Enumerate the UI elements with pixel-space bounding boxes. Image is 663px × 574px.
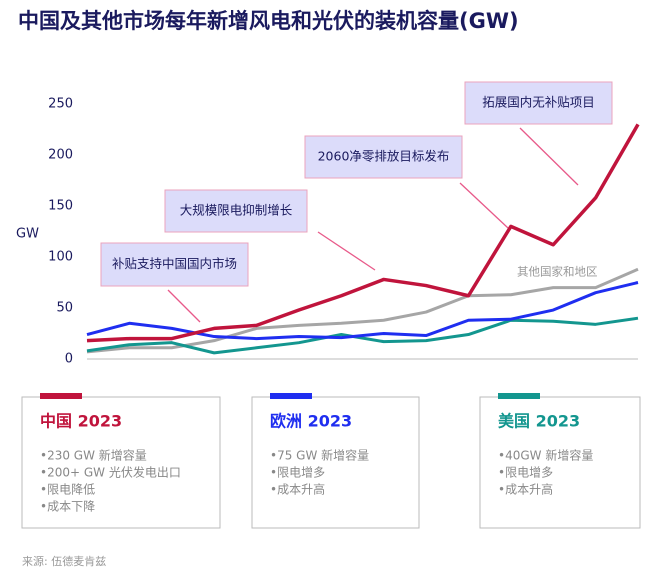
annotation-text: 拓展国内无补贴项目: [482, 95, 595, 110]
series-line: [86, 316, 639, 355]
series-label: 其他国家和地区: [517, 265, 598, 279]
annotation-connector: [317, 231, 376, 271]
card-item: •限电增多: [498, 466, 553, 480]
annotation-box: [100, 242, 249, 287]
y-tick-label: 100: [48, 250, 73, 265]
annotation-box: [464, 81, 613, 125]
card-item: •成本升高: [270, 482, 325, 497]
y-axis-label: GW: [16, 227, 39, 242]
y-tick-label: 250: [48, 97, 73, 112]
card-item: •75 GW 新增容量: [270, 448, 369, 463]
annotation-text: 2060净零排放目标发布: [318, 149, 450, 164]
card-title: 中国 2023: [40, 412, 122, 431]
card: [479, 396, 641, 529]
card: [251, 396, 420, 529]
annotation-box: [304, 135, 463, 179]
y-tick-label: 200: [48, 148, 73, 163]
series-line: [86, 267, 639, 354]
card-accent: [270, 393, 312, 399]
y-tick-label: 50: [56, 301, 73, 316]
card-item: •限电降低: [40, 483, 95, 497]
card-accent: [498, 393, 540, 399]
annotation-box: [164, 189, 308, 233]
card-item: •限电增多: [270, 466, 325, 480]
card-accent: [40, 393, 82, 399]
card-title: 美国 2023: [498, 412, 580, 431]
annotation-connector: [519, 127, 579, 186]
annotation-connector: [167, 289, 201, 323]
card: [21, 396, 221, 529]
card-item: •230 GW 新增容量: [40, 448, 147, 463]
annotation-connector: [459, 182, 509, 229]
y-tick-label: 150: [48, 199, 73, 214]
card-item: •40GW 新增容量: [498, 448, 593, 463]
annotation-text: 大规模限电抑制增长: [180, 203, 293, 218]
card-title: 欧洲 2023: [270, 412, 352, 431]
card-item: •成本升高: [498, 482, 553, 497]
card-item: •成本下降: [40, 500, 95, 514]
chart-title: 中国及其他市场每年新增风电和光伏的装机容量(GW): [18, 9, 519, 33]
series-line: [86, 281, 639, 341]
y-tick-label: 0: [65, 352, 73, 367]
annotation-text: 补贴支持中国国内市场: [112, 256, 237, 271]
source: 来源: 伍德麦肯兹: [22, 554, 106, 568]
series-line: [86, 123, 640, 343]
card-item: •200+ GW 光伏发电出口: [40, 465, 181, 480]
